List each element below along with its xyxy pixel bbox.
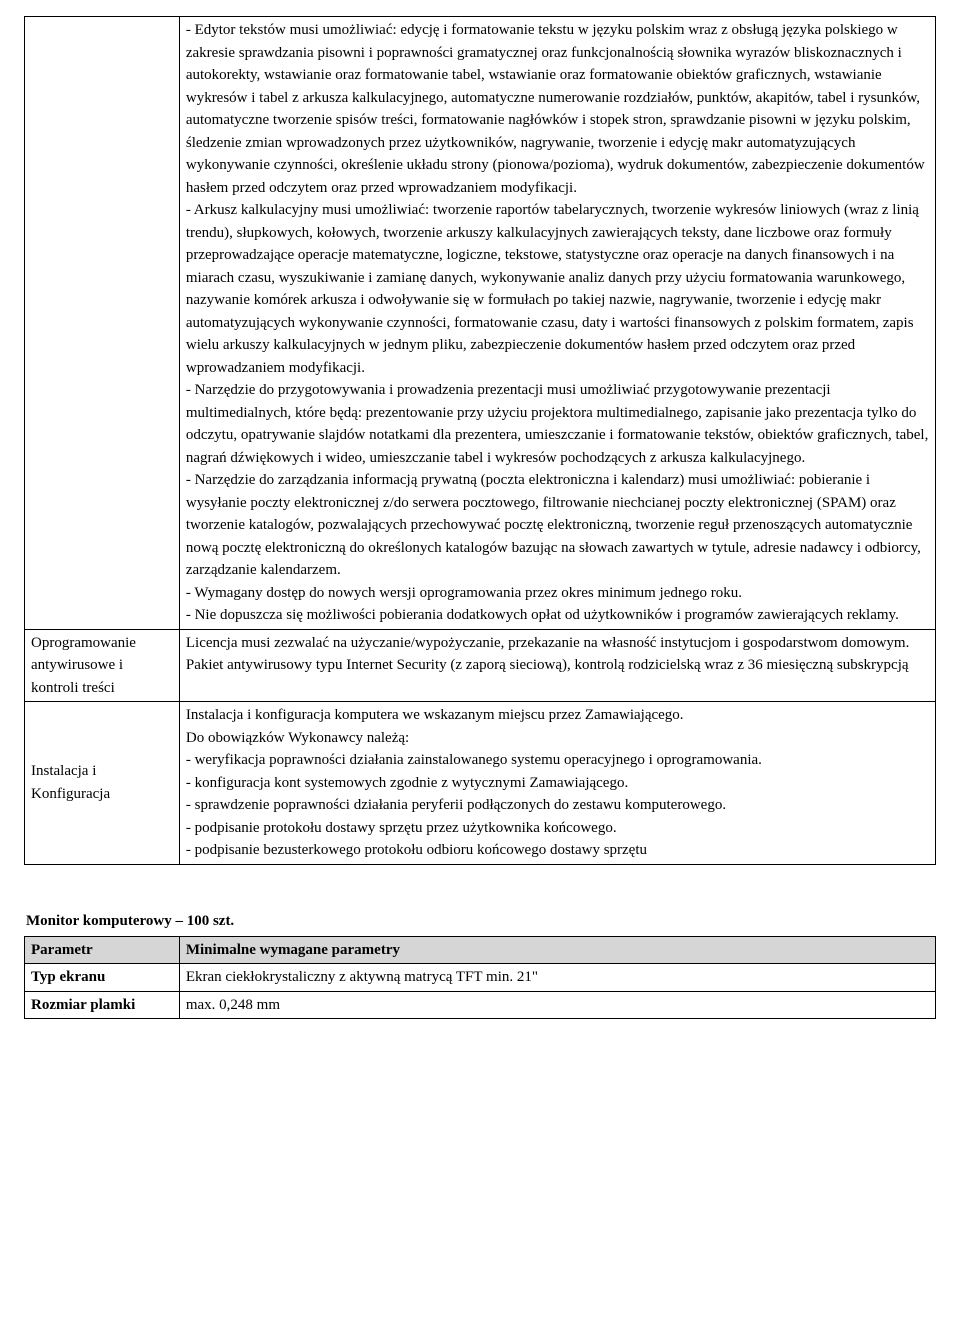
text-line: - Narzędzie do przygotowywania i prowadz… — [186, 379, 929, 469]
row-content: Instalacja i konfiguracja komputera we w… — [179, 702, 935, 865]
text-line: - podpisanie bezusterkowego protokołu od… — [186, 839, 929, 862]
monitor-spec-table: Parametr Minimalne wymagane parametry Ty… — [24, 936, 936, 1020]
row-label: Instalacja i Konfiguracja — [25, 702, 180, 865]
text-line: - Nie dopuszcza się możliwości pobierani… — [186, 604, 929, 627]
text-line: Licencja musi zezwalać na użyczanie/wypo… — [186, 632, 929, 655]
text-line: Instalacja i konfiguracja komputera we w… — [186, 704, 929, 727]
text-line: - Arkusz kalkulacyjny musi umożliwiać: t… — [186, 199, 929, 379]
row-label: Oprogramowanie antywirusowe i kontroli t… — [25, 629, 180, 702]
spec-label: Rozmiar plamki — [25, 991, 180, 1019]
text-line: - konfiguracja kont systemowych zgodnie … — [186, 772, 929, 795]
table-row: - Edytor tekstów musi umożliwiać: edycję… — [25, 17, 936, 630]
text-line: - Edytor tekstów musi umożliwiać: edycję… — [186, 19, 929, 199]
header-minimalne: Minimalne wymagane parametry — [179, 936, 935, 964]
text-line: - Narzędzie do zarządzania informacją pr… — [186, 469, 929, 582]
text-line: - sprawdzenie poprawności działania pery… — [186, 794, 929, 817]
header-parametr: Parametr — [25, 936, 180, 964]
section-title-monitor: Monitor komputerowy – 100 szt. — [24, 913, 936, 930]
spec-value: max. 0,248 mm — [179, 991, 935, 1019]
row-content: Licencja musi zezwalać na użyczanie/wypo… — [179, 629, 935, 702]
row-label — [25, 17, 180, 630]
requirements-table: - Edytor tekstów musi umożliwiać: edycję… — [24, 16, 936, 865]
table-row: Instalacja i Konfiguracja Instalacja i ko… — [25, 702, 936, 865]
row-content: - Edytor tekstów musi umożliwiać: edycję… — [179, 17, 935, 630]
table-row: Rozmiar plamkimax. 0,248 mm — [25, 991, 936, 1019]
table-row: Oprogramowanie antywirusowe i kontroli t… — [25, 629, 936, 702]
text-line: Do obowiązków Wykonawcy należą: — [186, 727, 929, 750]
table-row: Typ ekranuEkran ciekłokrystaliczny z akt… — [25, 964, 936, 992]
table-header-row: Parametr Minimalne wymagane parametry — [25, 936, 936, 964]
text-line: - weryfikacja poprawności działania zain… — [186, 749, 929, 772]
spec-value: Ekran ciekłokrystaliczny z aktywną matry… — [179, 964, 935, 992]
text-line: Pakiet antywirusowy typu Internet Securi… — [186, 654, 929, 677]
spec-label: Typ ekranu — [25, 964, 180, 992]
text-line: - Wymagany dostęp do nowych wersji oprog… — [186, 582, 929, 605]
text-line: - podpisanie protokołu dostawy sprzętu p… — [186, 817, 929, 840]
